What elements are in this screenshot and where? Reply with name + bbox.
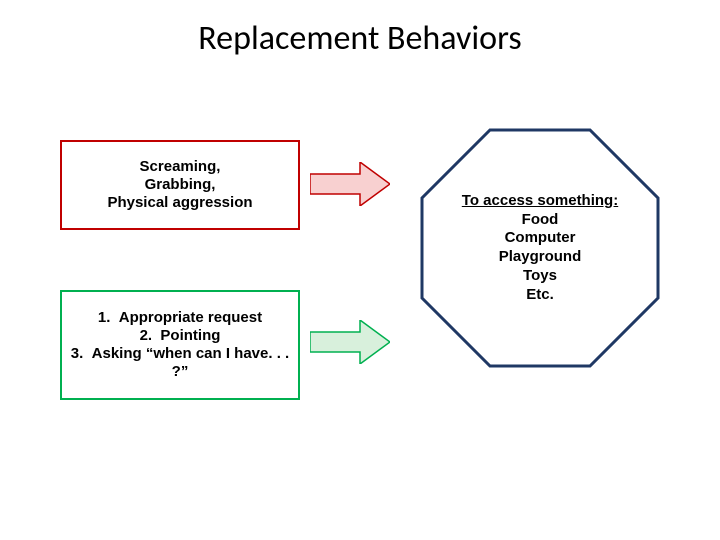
octagon-item: Etc. bbox=[526, 286, 554, 305]
behaviors-box: Screaming, Grabbing, Physical aggression bbox=[60, 140, 300, 230]
octagon-item: Computer bbox=[505, 229, 576, 248]
arrow-top bbox=[310, 162, 390, 206]
access-octagon: To access something: Food Computer Playg… bbox=[420, 128, 660, 368]
arrow-top-shape bbox=[310, 162, 390, 206]
octagon-text: To access something: Food Computer Playg… bbox=[420, 128, 660, 368]
octagon-item: Food bbox=[522, 211, 559, 230]
arrow-bottom-shape bbox=[310, 320, 390, 364]
octagon-item: Playground bbox=[499, 248, 582, 267]
arrow-bottom bbox=[310, 320, 390, 364]
replacement-box: 1. Appropriate request 2. Pointing 3. As… bbox=[60, 290, 300, 400]
replacement-box-text: 1. Appropriate request 2. Pointing 3. As… bbox=[66, 309, 294, 381]
octagon-item: Toys bbox=[523, 267, 557, 286]
behaviors-box-text: Screaming, Grabbing, Physical aggression bbox=[107, 158, 252, 212]
octagon-heading: To access something: bbox=[462, 192, 618, 211]
page-title: Replacement Behaviors bbox=[0, 18, 720, 59]
